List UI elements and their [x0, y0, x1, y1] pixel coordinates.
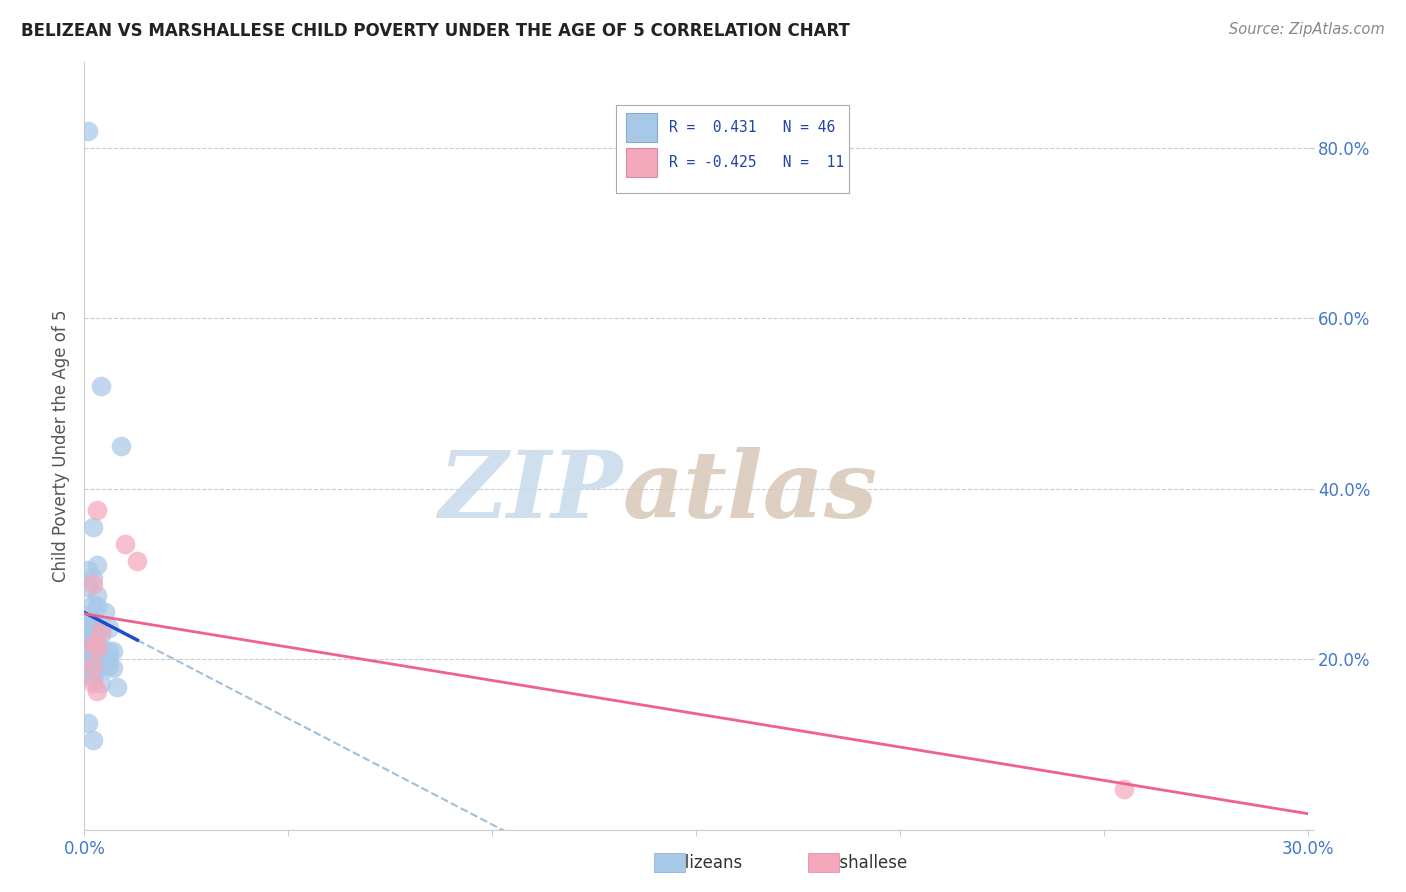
Point — [93, 658, 115, 673]
Bar — [626, 147, 657, 177]
Point — [86, 599, 108, 614]
Point — [82, 571, 104, 585]
Bar — [626, 113, 657, 142]
Point — [97, 643, 120, 657]
Point — [82, 671, 104, 685]
Point — [82, 733, 104, 747]
Point — [97, 652, 120, 666]
Point — [77, 618, 100, 632]
Point — [77, 580, 100, 594]
Point — [86, 637, 108, 651]
Text: R = -0.425   N =  11: R = -0.425 N = 11 — [669, 154, 844, 169]
Point — [86, 640, 108, 655]
Text: R =  0.431   N = 46: R = 0.431 N = 46 — [669, 120, 835, 136]
Text: Belizeans: Belizeans — [664, 855, 742, 872]
Point — [127, 554, 149, 568]
Point — [82, 520, 104, 534]
Point — [77, 615, 100, 630]
Point — [114, 537, 136, 551]
Point — [77, 639, 100, 653]
Point — [77, 563, 100, 577]
Point — [86, 684, 108, 698]
Point — [1114, 781, 1136, 796]
Point — [86, 640, 108, 655]
Point — [86, 558, 108, 573]
Point — [90, 656, 112, 670]
Bar — [808, 853, 839, 872]
Point — [90, 628, 112, 642]
Point — [77, 123, 100, 137]
Point — [77, 648, 100, 662]
Text: atlas: atlas — [623, 447, 877, 537]
Point — [77, 666, 100, 681]
Point — [77, 626, 100, 640]
Point — [82, 637, 104, 651]
Point — [77, 632, 100, 646]
Point — [82, 597, 104, 611]
Point — [105, 680, 128, 694]
Point — [110, 439, 132, 453]
Text: Source: ZipAtlas.com: Source: ZipAtlas.com — [1229, 22, 1385, 37]
Text: ZIP: ZIP — [439, 447, 623, 537]
Point — [97, 659, 120, 673]
Bar — [654, 853, 685, 872]
Point — [82, 614, 104, 628]
Point — [86, 503, 108, 517]
Point — [101, 643, 124, 657]
Point — [86, 624, 108, 639]
Point — [77, 716, 100, 731]
Point — [90, 624, 112, 638]
Point — [101, 660, 124, 674]
Point — [77, 607, 100, 622]
Point — [90, 676, 112, 690]
Point — [82, 577, 104, 591]
Point — [86, 662, 108, 676]
Point — [82, 655, 104, 669]
FancyBboxPatch shape — [616, 104, 849, 193]
Point — [82, 649, 104, 664]
Point — [90, 379, 112, 393]
Y-axis label: Child Poverty Under the Age of 5: Child Poverty Under the Age of 5 — [52, 310, 70, 582]
Point — [82, 676, 104, 690]
Point — [90, 650, 112, 665]
Point — [82, 633, 104, 648]
Point — [77, 657, 100, 671]
Point — [93, 605, 115, 619]
Text: Marshallese: Marshallese — [808, 855, 907, 872]
Point — [90, 641, 112, 656]
Point — [86, 588, 108, 602]
Point — [82, 659, 104, 673]
Point — [97, 621, 120, 635]
Text: BELIZEAN VS MARSHALLESE CHILD POVERTY UNDER THE AGE OF 5 CORRELATION CHART: BELIZEAN VS MARSHALLESE CHILD POVERTY UN… — [21, 22, 851, 40]
Point — [82, 620, 104, 634]
